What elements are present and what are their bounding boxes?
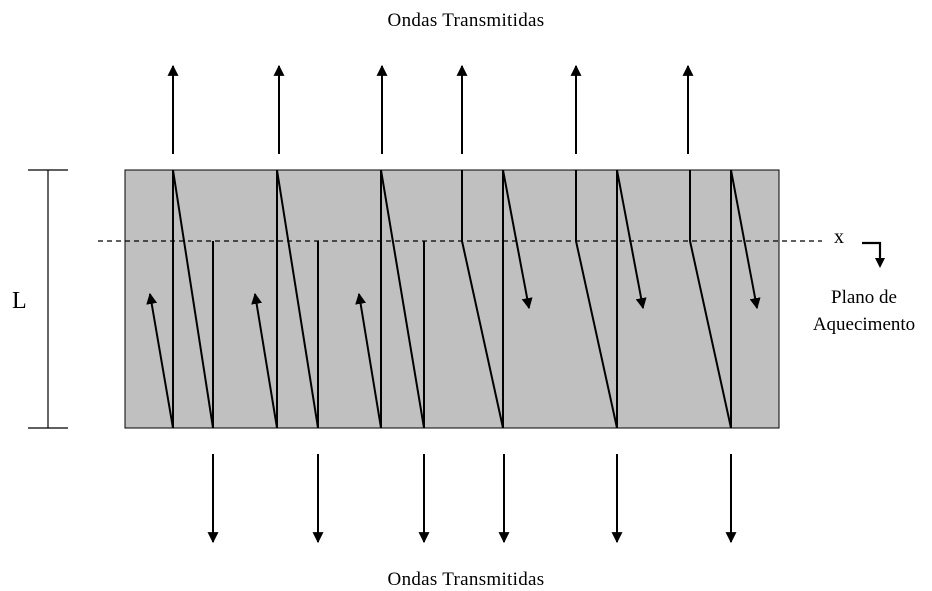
transmitted-up-arrows bbox=[167, 64, 694, 154]
slab bbox=[124, 169, 780, 429]
wave-diagonal-line bbox=[461, 240, 504, 429]
wave-diagonal-line bbox=[276, 169, 319, 429]
length-label: L bbox=[12, 288, 27, 314]
wave-diagonal-line bbox=[575, 240, 618, 429]
transmitted-down-arrows bbox=[207, 454, 737, 544]
internal-wave-paths bbox=[172, 169, 732, 429]
heating-plane-label-line1: Plano de bbox=[831, 287, 897, 308]
wave-diagonal-line bbox=[380, 169, 425, 429]
corner-down-arrow-icon bbox=[862, 241, 885, 268]
reflected-arrow bbox=[355, 292, 382, 429]
heating-plane-label: Plano de Aquecimento bbox=[796, 284, 932, 338]
position-x-label: x bbox=[834, 226, 844, 248]
heating-plane-label-line2: Aquecimento bbox=[812, 314, 916, 335]
wave-diagonal-line bbox=[689, 240, 732, 429]
internal-arrows bbox=[146, 169, 761, 429]
length-dimension-bracket bbox=[28, 169, 68, 429]
reflected-arrow bbox=[730, 169, 761, 310]
reflected-arrow bbox=[251, 292, 278, 429]
bottom-transmitted-waves-label: Ondas Transmitidas bbox=[387, 569, 545, 590]
wave-diagonal-line bbox=[172, 169, 214, 429]
reflected-arrow bbox=[146, 292, 174, 429]
top-transmitted-waves-label: Ondas Transmitidas bbox=[387, 10, 545, 31]
reflected-arrow bbox=[616, 169, 647, 310]
reflected-arrow bbox=[502, 169, 533, 310]
